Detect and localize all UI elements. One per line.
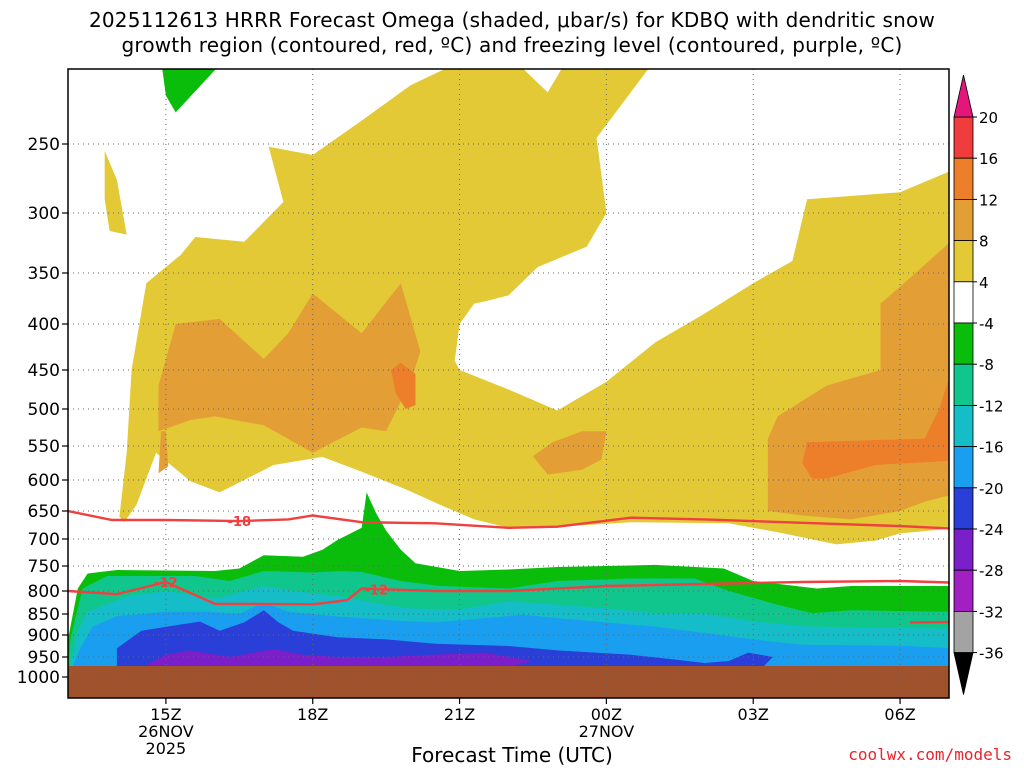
omega-region-13 <box>146 649 534 667</box>
y-tick-label: 550 <box>28 437 60 457</box>
y-tick-label: 500 <box>28 400 60 420</box>
x-tick-label: 06Z <box>884 705 915 724</box>
omega-region-15 <box>162 69 216 113</box>
colorbar-bin <box>953 322 974 365</box>
colorbar-label: 4 <box>979 274 989 292</box>
y-tick-label: 400 <box>28 315 60 335</box>
y-tick-label: 450 <box>28 361 60 381</box>
colorbar-label: -28 <box>979 562 1004 580</box>
colorbar-label: 16 <box>979 150 998 168</box>
omega-region-2 <box>158 283 421 453</box>
contour-label: -12 <box>154 576 178 591</box>
y-tick-label: 600 <box>28 471 60 491</box>
colorbar-label: -8 <box>979 356 994 374</box>
x-tick-label: 2025 <box>146 739 187 758</box>
colorbar-bin <box>953 611 974 654</box>
y-tick-label: 250 <box>28 135 60 155</box>
y-tick-label: 950 <box>28 648 60 668</box>
colorbar-over-triangle <box>953 74 974 118</box>
omega-region-3 <box>391 362 416 409</box>
colorbar-label: -12 <box>979 397 1004 415</box>
colorbar-label: -4 <box>979 315 994 333</box>
y-tick-label: 750 <box>28 557 60 577</box>
y-tick-label: 350 <box>28 264 60 284</box>
colorbar-label: -16 <box>979 439 1004 457</box>
colorbar-bin <box>953 157 974 200</box>
omega-region-4 <box>533 431 607 475</box>
colorbar-under-triangle <box>953 652 974 695</box>
x-tick-label: 15Z <box>150 705 181 724</box>
colorbar-label: -20 <box>979 480 1004 498</box>
y-tick-label: 850 <box>28 605 60 625</box>
y-tick-label: 700 <box>28 530 60 550</box>
colorbar-bin <box>953 198 974 241</box>
contour-line <box>68 579 949 606</box>
site-credit: coolwx.com/models <box>848 745 1012 764</box>
colorbar: 20 16 12 8 4 -4 -8 -12 -16 -20 -24 -28 -32 -36 <box>953 74 1004 695</box>
ground-surface <box>68 666 949 698</box>
x-tick-label: 18Z <box>297 705 328 724</box>
omega-shading <box>68 69 949 677</box>
x-tick-label: 03Z <box>738 705 769 724</box>
colorbar-label: -36 <box>979 645 1004 663</box>
colorbar-bin <box>953 528 974 571</box>
omega-region-1 <box>104 150 127 235</box>
contour-line <box>68 509 949 530</box>
x-tick-label: 21Z <box>444 705 475 724</box>
colorbar-label: 12 <box>979 191 998 209</box>
x-tick-label: 27NOV <box>579 722 635 741</box>
colorbar-bin <box>953 569 974 612</box>
x-tick-label: 00Z <box>591 705 622 724</box>
y-tick-label: 800 <box>28 582 60 602</box>
colorbar-label: -32 <box>979 603 1004 621</box>
colorbar-label: -24 <box>979 521 1004 539</box>
y-tick-label: 300 <box>28 204 60 224</box>
contour-label: -18 <box>228 515 252 530</box>
x-axis-label: Forecast Time (UTC) <box>411 743 613 767</box>
colorbar-bin <box>953 404 974 447</box>
omega-region-5 <box>158 431 169 474</box>
omega-region-7 <box>802 377 949 479</box>
colorbar-bin <box>953 363 974 406</box>
ground-fill <box>68 666 949 698</box>
colorbar-label: 8 <box>979 233 989 251</box>
y-tick-label: 1000 <box>17 668 60 688</box>
colorbar-bin <box>953 446 974 489</box>
plot-frame <box>67 68 950 699</box>
x-tick-label: 26NOV <box>138 722 194 741</box>
chart-title-line-2: growth region (contoured, red, ºC) and f… <box>121 33 903 57</box>
colorbar-bin <box>953 487 974 530</box>
colorbar-bin <box>953 281 974 324</box>
y-tick-label: 900 <box>28 626 60 646</box>
pressure-axis: 2503003504004505005506006507007508008509… <box>17 135 68 688</box>
y-tick-label: 650 <box>28 502 60 522</box>
temperature-contours: -18 -12 -12 <box>68 509 949 624</box>
colorbar-bin <box>953 116 974 159</box>
chart-title-line-1: 2025112613 HRRR Forecast Omega (shaded, … <box>88 8 936 32</box>
colorbar-label: 20 <box>979 109 998 127</box>
colorbar-bin <box>953 240 974 283</box>
contour-label: -12 <box>365 584 389 599</box>
